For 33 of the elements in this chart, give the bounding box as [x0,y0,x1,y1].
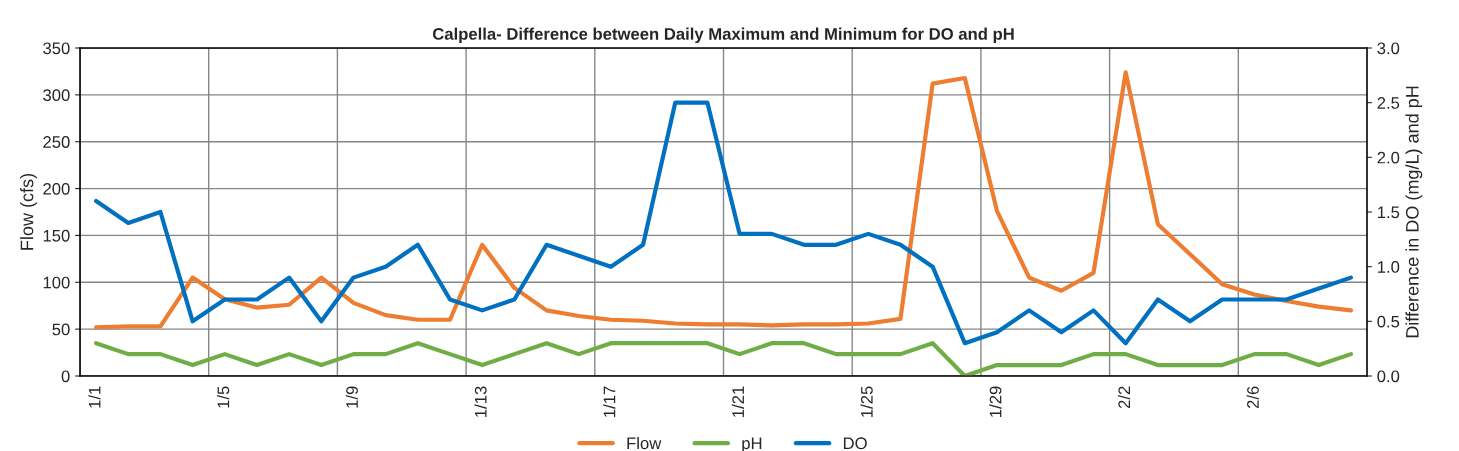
y2-tick-label: 0.0 [1377,370,1400,383]
y-tick-label: 250 [43,136,70,148]
y-tick-label: 150 [43,229,70,242]
y2-tick-label: 2.0 [1377,151,1400,164]
y2-tick-label: 3.0 [1377,42,1400,55]
x-tick-label: 1/1 [88,386,101,408]
y2-tick-label: 0.5 [1377,315,1400,328]
line-series [94,341,1353,376]
legend-label: Flow [627,436,662,450]
line-series [94,100,1353,346]
y-tick-label: 300 [43,89,70,102]
y-tick-label: 350 [43,42,70,55]
x-tick-label: 1/13 [474,386,487,417]
x-tick-label: 1/5 [217,386,230,408]
x-tick-label: 1/17 [603,386,616,417]
y2-axis-title: Difference in DO (mg/L) and pH [1405,86,1423,338]
x-tick-label: 2/6 [1246,386,1259,409]
x-tick-label: 2/2 [1117,386,1131,409]
y-tick-label: 50 [52,323,70,336]
x-tick-label: 1/9 [345,386,358,408]
x-tick-label: 1/29 [989,386,1002,417]
y2-tick-label: 1.5 [1377,206,1400,219]
y-tick-label: 200 [43,182,70,195]
y-tick-label: 100 [43,276,70,289]
y-axis-title: Flow (cfs) [20,174,37,250]
y2-tick-label: 2.5 [1377,97,1400,109]
line-series [94,70,1353,330]
legend-label: DO [843,437,867,450]
x-tick-label: 1/25 [860,386,873,417]
y-tick-label: 0 [61,370,70,383]
y2-tick-label: 1.0 [1377,261,1400,273]
x-tick-label: 1/21 [731,386,745,417]
chart-title: Calpella- Difference between Daily Maximum and Minimum for DO and pH [432,27,1014,44]
